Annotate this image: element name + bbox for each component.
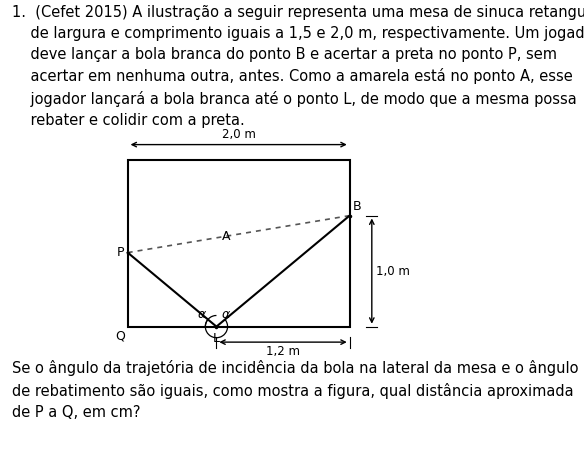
Text: 1.  (Cefet 2015) A ilustração a seguir representa uma mesa de sinuca retangular,: 1. (Cefet 2015) A ilustração a seguir re…: [12, 5, 584, 128]
Text: 1,2 m: 1,2 m: [266, 345, 300, 358]
Text: L: L: [213, 332, 220, 345]
Text: A: A: [222, 230, 231, 243]
Text: 2,0 m: 2,0 m: [222, 128, 256, 141]
Text: P: P: [117, 246, 124, 259]
Text: α: α: [221, 308, 230, 321]
Text: α: α: [198, 308, 206, 321]
Text: Se o ângulo da trajetória de incidência da bola na lateral da mesa e o ângulo
de: Se o ângulo da trajetória de incidência …: [12, 360, 578, 420]
Text: B: B: [353, 200, 361, 213]
Text: 1,0 m: 1,0 m: [376, 264, 410, 278]
Text: Q: Q: [116, 330, 126, 343]
